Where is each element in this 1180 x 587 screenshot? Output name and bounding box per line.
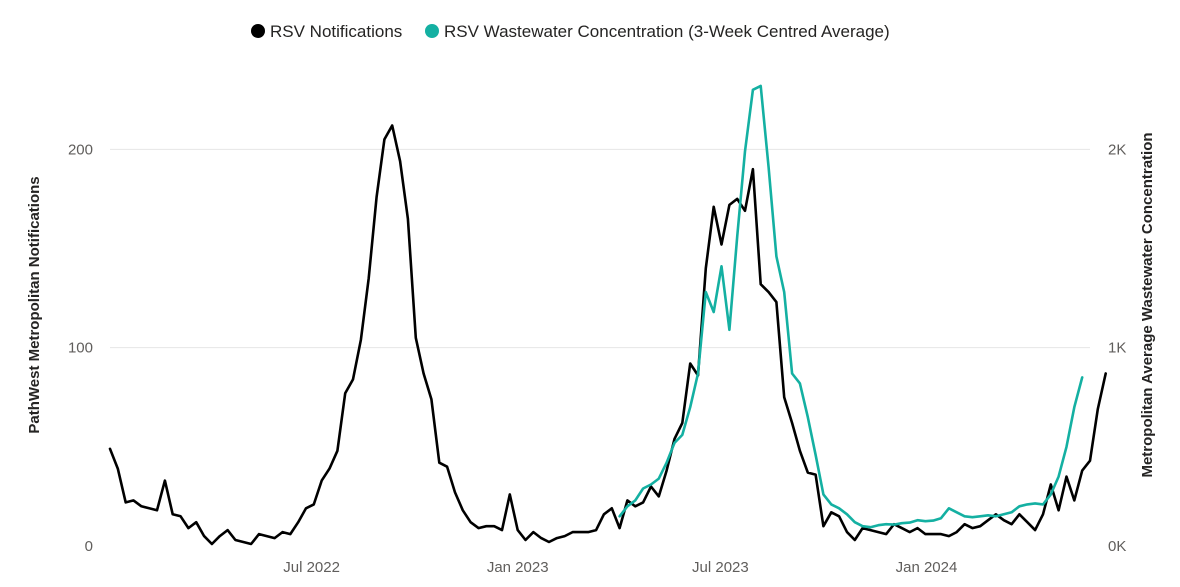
y-left-axis-title: PathWest Metropolitan Notifications: [26, 176, 43, 433]
y-left-tick-label: 100: [68, 340, 93, 357]
gridlines: [110, 148, 1090, 349]
y-right-tick-label: 2K: [1108, 141, 1126, 158]
legend-label-wastewater[interactable]: RSV Wastewater Concentration (3-Week Cen…: [444, 22, 890, 41]
legend-marker-wastewater: [425, 24, 439, 38]
y-left-ticks: 0 100 200: [68, 141, 93, 555]
series-line-notifications[interactable]: [108, 124, 1107, 546]
legend-marker-notifications: [251, 24, 265, 38]
y-left-tick-label: 200: [68, 141, 93, 158]
y-right-tick-label: 0K: [1108, 538, 1126, 555]
y-left-tick-label: 0: [85, 538, 93, 555]
x-tick-label: Jan 2023: [487, 559, 549, 576]
x-tick-label: Jan 2024: [896, 559, 958, 576]
x-axis-ticks: Jul 2022 Jan 2023 Jul 2023 Jan 2024: [283, 559, 957, 576]
series-line-wastewater[interactable]: [618, 84, 1084, 529]
legend: RSV Notifications RSV Wastewater Concent…: [251, 22, 890, 41]
plot-area: [108, 84, 1107, 546]
legend-label-notifications[interactable]: RSV Notifications: [270, 22, 402, 41]
y-right-axis-title: Metropolitan Average Wastewater Concentr…: [1139, 132, 1156, 477]
y-right-tick-label: 1K: [1108, 340, 1126, 357]
y-right-ticks: 0K 1K 2K: [1108, 141, 1126, 555]
x-tick-label: Jul 2023: [692, 559, 749, 576]
x-tick-label: Jul 2022: [283, 559, 340, 576]
